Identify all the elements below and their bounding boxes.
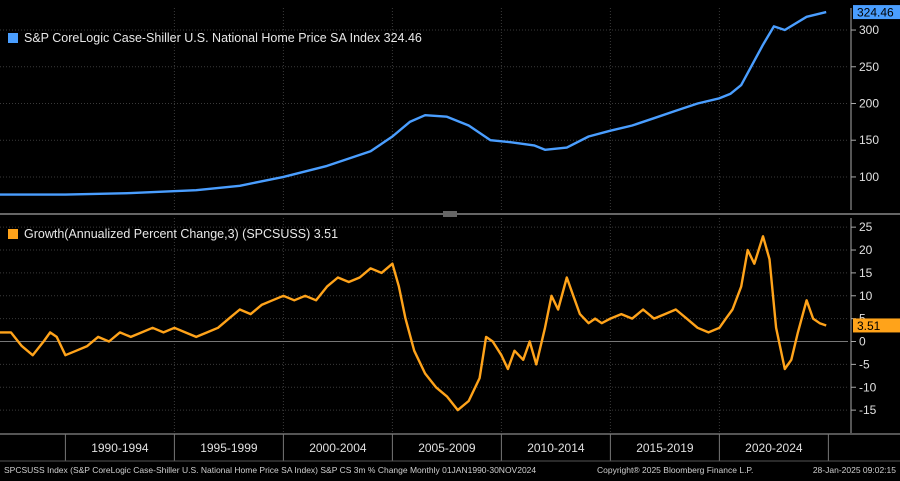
x-tick-label: 1995-1999 xyxy=(200,441,258,455)
growth-line xyxy=(0,235,827,412)
y-tick-label: 25 xyxy=(859,220,873,234)
top-panel-legend: S&P CoreLogic Case-Shiller U.S. National… xyxy=(8,31,422,45)
y-tick-label: 200 xyxy=(859,96,879,110)
legend-swatch-orange xyxy=(8,229,18,239)
footer-description: SPCSUSS Index (S&P CoreLogic Case-Shille… xyxy=(4,465,537,475)
x-tick-label: 1990-1994 xyxy=(91,441,149,455)
y-tick-label: 15 xyxy=(859,266,873,280)
y-tick-label: -15 xyxy=(859,403,877,417)
last-value-label: 3.51 xyxy=(857,319,881,333)
last-value-label: 324.46 xyxy=(857,6,894,20)
x-tick-label: 2005-2009 xyxy=(418,441,476,455)
top-legend-label: S&P CoreLogic Case-Shiller U.S. National… xyxy=(24,31,422,45)
x-tick-label: 2015-2019 xyxy=(636,441,694,455)
y-tick-label: 10 xyxy=(859,289,873,303)
last-value-badge xyxy=(853,5,900,20)
x-tick-label: 2020-2024 xyxy=(745,441,803,455)
footer-timestamp: 28-Jan-2025 09:02:15 xyxy=(812,465,896,475)
y-tick-label: 150 xyxy=(859,133,879,147)
bottom-panel-legend: Growth(Annualized Percent Change,3) (SPC… xyxy=(8,227,338,241)
y-tick-label: -10 xyxy=(859,380,877,394)
x-tick-label: 2000-2004 xyxy=(309,441,367,455)
bottom-legend-label: Growth(Annualized Percent Change,3) (SPC… xyxy=(24,227,339,241)
home-price-index-line xyxy=(0,10,827,196)
y-tick-label: 300 xyxy=(859,23,879,37)
last-value-badge xyxy=(853,318,900,333)
x-tick-label: 2010-2014 xyxy=(527,441,585,455)
y-tick-label: 250 xyxy=(859,60,879,74)
y-tick-label: -5 xyxy=(859,357,870,371)
footer-copyright: Copyright® 2025 Bloomberg Finance L.P. xyxy=(597,465,754,475)
legend-swatch-blue xyxy=(8,33,18,43)
y-tick-label: 0 xyxy=(859,335,866,349)
y-tick-label: 20 xyxy=(859,243,873,257)
y-tick-label: 100 xyxy=(859,170,879,184)
